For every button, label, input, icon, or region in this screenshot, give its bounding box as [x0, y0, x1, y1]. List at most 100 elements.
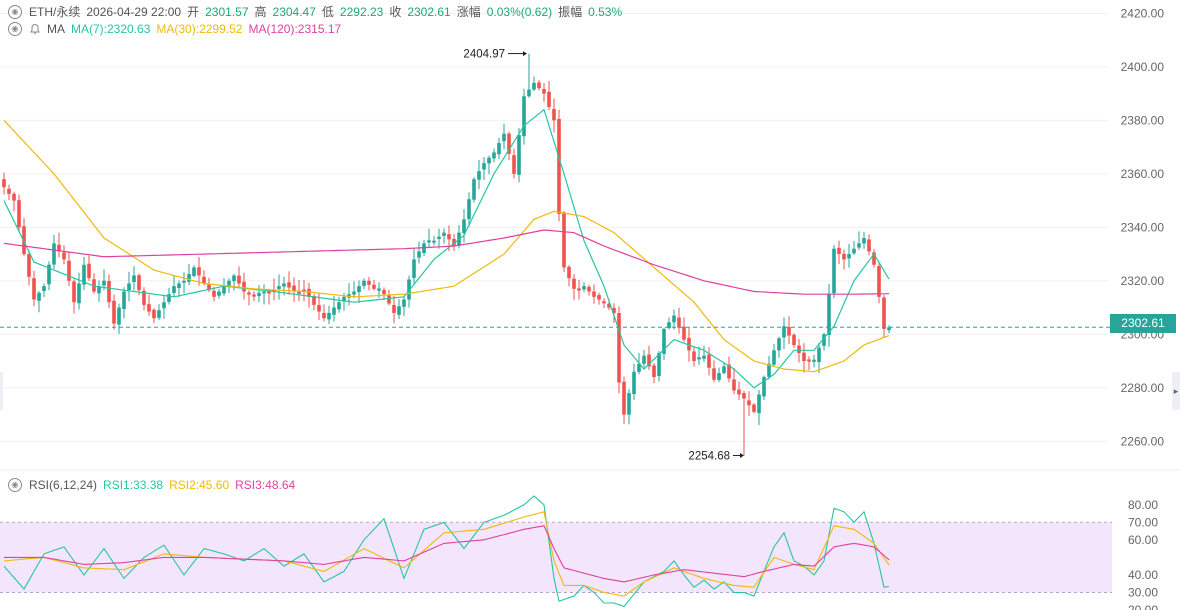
candle-body: [822, 334, 826, 346]
candle-body: [867, 239, 871, 252]
candle-body: [687, 337, 691, 351]
candle-body: [837, 247, 841, 255]
eye-icon[interactable]: ◉: [8, 22, 22, 36]
candle-body: [512, 155, 516, 174]
high-label: 高: [254, 5, 267, 19]
candle-body: [702, 355, 706, 359]
candle-body: [807, 359, 811, 362]
candle-body: [272, 289, 276, 292]
amplitude-value: 0.53%: [588, 4, 623, 19]
candle-body: [292, 285, 296, 292]
candle-body: [767, 363, 771, 377]
candle-body: [637, 363, 641, 372]
candle-body: [737, 389, 741, 395]
rsi2-value: RSI2:45.60: [169, 478, 230, 492]
candle-body: [462, 219, 466, 234]
candle-body: [432, 240, 436, 243]
candle-body: [332, 307, 336, 315]
ma7-line: [3, 108, 890, 389]
candle-body: [792, 334, 796, 345]
candle-body: [267, 291, 271, 294]
candle-body: [732, 379, 736, 391]
rsi3-line: [4, 525, 890, 583]
candle-body: [777, 338, 781, 351]
candle-body: [677, 317, 681, 328]
candle-body: [212, 290, 216, 297]
chevron-right-icon[interactable]: ▸: [1172, 372, 1180, 410]
eye-icon[interactable]: ◉: [8, 4, 22, 19]
candle-body: [407, 279, 411, 300]
candle-body: [492, 152, 496, 159]
candle-body: [297, 291, 301, 294]
candle-body: [222, 286, 226, 294]
candle-body: [22, 226, 26, 255]
candle-body: [522, 96, 526, 137]
candle-body: [327, 312, 331, 320]
candle-body: [802, 352, 806, 362]
candle-body: [282, 283, 286, 287]
ma7-value: MA(7):2320.63: [71, 22, 151, 36]
candle-body: [97, 286, 101, 294]
high-price-annotation: 2404.97: [463, 49, 505, 61]
candle-body: [847, 254, 851, 259]
candle-body: [467, 199, 471, 220]
candle-body: [202, 276, 206, 284]
candle-body: [397, 306, 401, 315]
candle-body: [287, 282, 291, 288]
candle-body: [727, 364, 731, 379]
low-arrowhead: [740, 452, 744, 458]
candle-body: [602, 301, 606, 304]
price-tick-label: 2280.00: [1121, 381, 1165, 395]
candle-body: [197, 267, 201, 276]
candle-body: [887, 327, 891, 331]
candle-body: [487, 157, 491, 164]
symbol-label: ETH/永续: [29, 5, 81, 19]
candle-body: [782, 326, 786, 338]
candle-body: [877, 266, 881, 297]
datetime-label: 2026-04-29 22:00: [86, 4, 182, 19]
high-value: 2304.47: [272, 4, 316, 19]
candles-group: [2, 53, 891, 456]
candle-body: [502, 133, 506, 142]
candle-body: [842, 253, 846, 260]
candle-body: [817, 347, 821, 363]
candle-body: [152, 309, 156, 319]
high-arrowhead: [523, 51, 527, 57]
rsi1-line: [3, 495, 890, 608]
rsi-tick-label: 60.00: [1128, 533, 1158, 547]
candle-body: [337, 302, 341, 310]
candle-body: [107, 281, 111, 303]
candle-body: [497, 143, 501, 155]
candle-body: [832, 248, 836, 294]
candle-body: [657, 353, 661, 377]
candle-body: [532, 82, 536, 90]
bell-icon[interactable]: [29, 23, 41, 35]
candle-body: [857, 243, 861, 248]
ma-label: MA: [47, 22, 65, 36]
candle-body: [312, 295, 316, 305]
candle-body: [217, 291, 221, 296]
change-label: 涨幅: [456, 5, 481, 19]
candle-body: [717, 373, 721, 380]
candle-body: [47, 264, 51, 285]
candle-body: [712, 368, 716, 380]
price-tick-label: 2260.00: [1121, 434, 1165, 448]
candle-body: [772, 350, 776, 365]
candle-body: [427, 240, 431, 243]
candle-body: [482, 163, 486, 170]
candle-body: [597, 295, 601, 300]
candle-body: [322, 312, 326, 319]
candle-body: [632, 371, 636, 395]
candle-body: [207, 284, 211, 291]
candle-body: [377, 288, 381, 291]
candle-body: [177, 283, 181, 289]
open-value: 2301.57: [205, 4, 249, 19]
candle-body: [122, 291, 126, 310]
candle-body: [622, 381, 626, 415]
candle-body: [417, 251, 421, 258]
left-scroll-handle[interactable]: [0, 372, 3, 410]
candle-body: [692, 351, 696, 362]
eye-icon[interactable]: ◉: [8, 478, 22, 492]
candle-body: [567, 266, 571, 279]
